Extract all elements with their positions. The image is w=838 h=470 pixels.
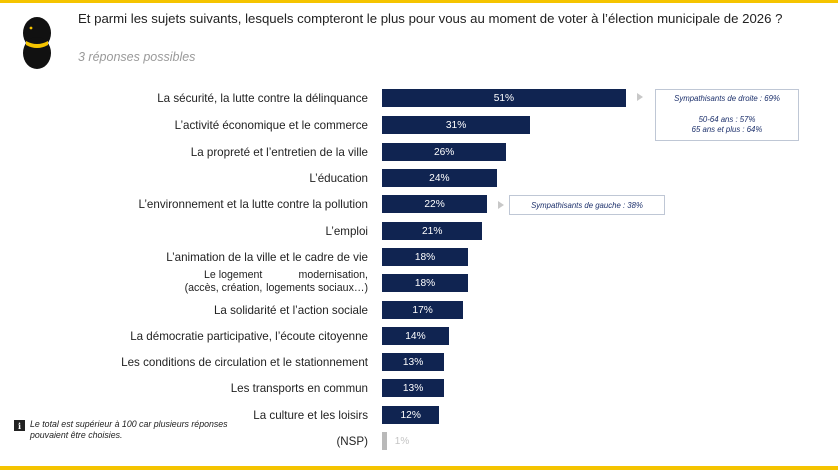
- callout-securite-line3: 65 ans et plus : 64%: [691, 125, 763, 134]
- bar-row: Les transports en commun 13%: [0, 377, 838, 399]
- category-label: Les conditions de circulation et le stat…: [121, 355, 368, 369]
- category-label-line: Le logement (accès, création,: [184, 269, 263, 294]
- callout-securite-line1: Sympathisants de droite : 69%: [674, 94, 780, 103]
- bar: 24%: [382, 169, 497, 187]
- category-label: Le logement (accès, création, modernisati…: [178, 266, 368, 298]
- bar-value-label: 13%: [402, 382, 424, 394]
- bar-value-label: 51%: [493, 92, 515, 104]
- category-label: L’éducation: [309, 171, 368, 185]
- bar-row: L’emploi 21%: [0, 220, 838, 242]
- bar-value-label: 17%: [412, 304, 433, 316]
- category-label: La propreté et l’entretien de la ville: [190, 145, 368, 159]
- category-label: Les transports en commun: [230, 381, 368, 395]
- callout-environnement-line1: Sympathisants de gauche : 38%: [531, 200, 643, 210]
- bar: 13%: [382, 379, 445, 397]
- bar: 18%: [382, 274, 469, 292]
- category-label: La sécurité, la lutte contre la délinqua…: [157, 91, 368, 105]
- bar: 51%: [382, 89, 626, 107]
- bar: 13%: [382, 353, 445, 371]
- info-icon: i: [14, 420, 25, 431]
- bar-value-label: 18%: [414, 277, 436, 289]
- category-label: L’animation de la ville et le cadre de v…: [166, 250, 368, 264]
- bar-value-label: 31%: [445, 119, 467, 131]
- callout-environnement: Sympathisants de gauche : 38%: [509, 195, 665, 215]
- bar-row: La solidarité et l’action sociale 17%: [0, 299, 838, 321]
- bar-row: L’animation de la ville et le cadre de v…: [0, 246, 838, 268]
- category-label-line: modernisation, logements sociaux…): [266, 269, 368, 294]
- bar-value-label: 24%: [429, 172, 450, 184]
- logo-icon: [23, 17, 51, 69]
- bar: 17%: [382, 301, 464, 319]
- bar-row: Le logement (accès, création, modernisati…: [0, 269, 838, 294]
- bar-row: La culture et les loisirs 12%: [0, 404, 838, 426]
- bar: 21%: [382, 222, 483, 240]
- bar-value-label: 14%: [405, 330, 426, 342]
- callout-securite: Sympathisants de droite : 69% 50-64 ans …: [655, 89, 799, 141]
- question-subtitle: 3 réponses possibles: [78, 50, 196, 64]
- bar: 26%: [382, 143, 507, 161]
- bar: [382, 432, 387, 450]
- bar-value-label: 26%: [433, 146, 455, 158]
- bar-value-label: 12%: [400, 409, 421, 421]
- question-title: Et parmi les sujets suivants, lesquels c…: [78, 11, 783, 26]
- bar-value-label: 22%: [424, 198, 445, 210]
- category-label: L’activité économique et le commerce: [174, 118, 368, 132]
- top-accent-bar: [0, 0, 838, 3]
- bottom-accent-bar: [0, 466, 838, 470]
- category-label: La culture et les loisirs: [253, 408, 368, 422]
- callout-securite-line2: 50-64 ans : 57%: [698, 115, 756, 124]
- footnote-text: Le total est supérieur à 100 car plusieu…: [30, 419, 228, 440]
- callout-arrow-environnement: [498, 201, 504, 209]
- bar-row: (NSP) 1%: [0, 430, 838, 452]
- bar-value-label: 18%: [414, 251, 436, 263]
- bar-row: L’activité économique et le commerce 31%: [0, 114, 838, 136]
- bar-row: La sécurité, la lutte contre la délinqua…: [0, 87, 838, 109]
- bar: 31%: [382, 116, 531, 134]
- bar: 14%: [382, 327, 449, 345]
- category-label: La démocratie participative, l’écoute ci…: [130, 329, 368, 343]
- callout-arrow-securite: [637, 93, 643, 101]
- bar-row: La propreté et l’entretien de la ville 26…: [0, 141, 838, 163]
- category-label: (NSP): [336, 434, 368, 448]
- bar-value-label: 21%: [421, 225, 443, 237]
- bar-value-label: 13%: [402, 356, 424, 368]
- bar: 22%: [382, 195, 488, 213]
- category-label: L’environnement et la lutte contre la po…: [138, 197, 368, 211]
- bar-row: L’éducation 24%: [0, 167, 838, 189]
- bar-row: La démocratie participative, l’écoute ci…: [0, 325, 838, 347]
- category-label: La solidarité et l’action sociale: [213, 303, 368, 317]
- bar-row: L’environnement et la lutte contre la po…: [0, 193, 838, 215]
- bar-value-label: 1%: [394, 435, 410, 447]
- category-label: L’emploi: [325, 224, 368, 238]
- bar: 18%: [382, 248, 469, 266]
- bar-row: Les conditions de circulation et le stat…: [0, 351, 838, 373]
- bar: 12%: [382, 406, 440, 424]
